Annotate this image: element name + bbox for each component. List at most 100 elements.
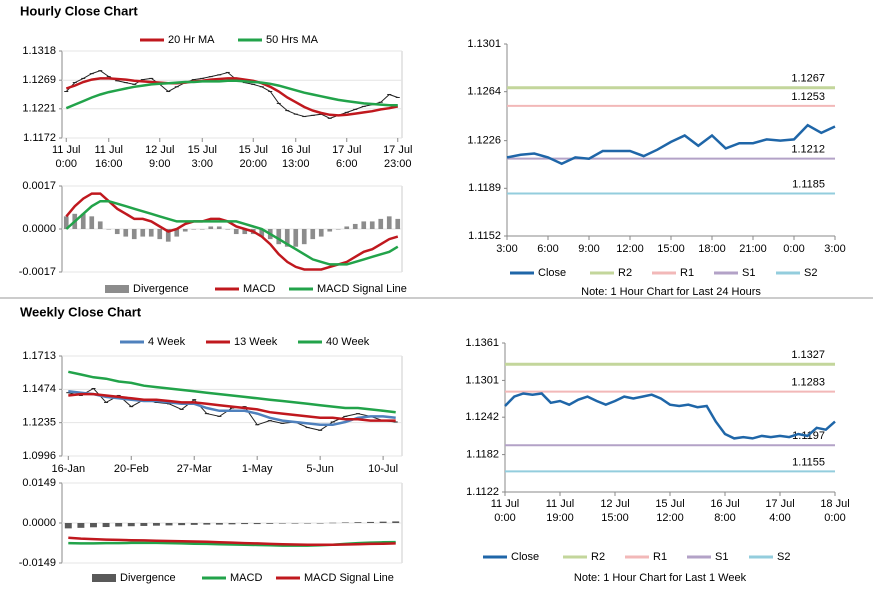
divergence-bar [318, 229, 324, 237]
x-tick-label: 9:00 [578, 243, 599, 255]
divergence-bar [178, 523, 186, 526]
y-tick-label: 1.1235 [22, 417, 56, 429]
divergence-bar [266, 523, 274, 524]
x-tick-label: 6:00 [537, 243, 558, 255]
divergence-bar [89, 216, 95, 229]
x-tick-label: 11 Jul [52, 144, 81, 156]
series-line [68, 390, 396, 427]
level-label: 1.1267 [791, 73, 825, 85]
section-heading: Weekly Close Chart [20, 304, 142, 319]
legend-label: Divergence [133, 283, 189, 295]
x-tick-label: 3:00 [496, 243, 517, 255]
divergence-bar [97, 221, 103, 229]
divergence-bar [304, 523, 312, 524]
divergence-bar [341, 522, 349, 523]
level-label: 1.1283 [791, 377, 825, 389]
divergence-bar [259, 229, 265, 237]
legend-label: MACD Signal Line [317, 283, 407, 295]
y-tick-label: 1.1301 [467, 38, 501, 50]
divergence-bar [276, 229, 282, 245]
legend-label: MACD [243, 283, 275, 295]
divergence-bar [191, 229, 197, 230]
series-line [68, 536, 396, 546]
divergence-bar [140, 229, 146, 237]
x-tick-label: 4:00 [769, 512, 790, 524]
x-tick-label: 11 Jul [94, 144, 123, 156]
y-tick-label: 0.0149 [22, 477, 56, 489]
x-tick-label: 20-Feb [114, 463, 149, 475]
legend-label: 13 Week [234, 336, 278, 348]
y-tick-label: -0.0149 [19, 557, 56, 569]
series-line [506, 123, 836, 166]
y-tick-label: 1.1301 [465, 374, 499, 386]
divergence-bar [152, 523, 160, 526]
y-tick-label: 1.1361 [465, 337, 499, 349]
x-tick-label: 5-Jun [306, 463, 334, 475]
divergence-bar [367, 521, 374, 523]
x-tick-label: 16 Jul [281, 144, 310, 156]
x-tick-label: 23:00 [384, 158, 412, 170]
series-line [68, 370, 396, 414]
x-tick-label: 20:00 [239, 158, 267, 170]
x-tick-label: 15 Jul [655, 498, 684, 510]
divergence-bar [316, 523, 324, 524]
x-tick-label: 12:00 [656, 512, 684, 524]
legend-label: MACD Signal Line [304, 572, 394, 584]
x-tick-label: 9:00 [149, 158, 170, 170]
x-tick-label: 21:00 [739, 243, 767, 255]
divergence-bar [174, 229, 180, 237]
x-tick-label: 8:00 [714, 512, 735, 524]
divergence-bar [148, 229, 154, 237]
divergence-bar [77, 523, 85, 528]
divergence-bar [228, 523, 236, 525]
legend-label: 40 Week [326, 336, 370, 348]
legend-label: 4 Week [148, 336, 186, 348]
divergence-bar [80, 213, 86, 229]
x-tick-label: 0:00 [824, 512, 845, 524]
x-tick-label: 3:00 [824, 243, 845, 255]
divergence-bar [63, 216, 69, 229]
divergence-bar [293, 229, 299, 247]
divergence-bar [215, 523, 223, 525]
divergence-bar [165, 523, 173, 526]
divergence-bar [115, 523, 123, 527]
section-heading: Hourly Close Chart [20, 3, 138, 18]
y-tick-label: 1.1172 [23, 132, 56, 144]
x-tick-label: 16:00 [95, 158, 123, 170]
divergence-bar [165, 229, 171, 242]
divergence-bar [379, 521, 387, 523]
series-line [65, 199, 399, 266]
divergence-bar [90, 523, 97, 528]
divergence-bar [369, 221, 375, 229]
divergence-bar [241, 523, 249, 525]
legend-label: 50 Hrs MA [266, 34, 319, 46]
divergence-bar [327, 229, 333, 232]
x-tick-label: 17 Jul [765, 498, 794, 510]
divergence-bar [208, 226, 214, 229]
x-tick-label: 0:00 [783, 243, 804, 255]
divergence-bar [335, 229, 341, 230]
divergence-bar [233, 229, 239, 235]
divergence-bar [301, 229, 307, 245]
y-tick-label: 0.0017 [22, 180, 56, 192]
legend-swatch [92, 574, 116, 582]
divergence-bar [284, 229, 290, 247]
legend-label: S1 [715, 551, 728, 563]
legend-label: 20 Hr MA [168, 34, 215, 46]
divergence-bar [361, 221, 367, 229]
divergence-bar [242, 229, 248, 235]
y-tick-label: 1.1189 [468, 182, 501, 194]
level-label: 1.1185 [792, 178, 825, 190]
legend-label: R1 [653, 551, 667, 563]
divergence-bar [395, 218, 401, 229]
y-tick-label: 1.1242 [465, 411, 499, 423]
legend-label: R2 [618, 267, 632, 279]
legend-label: S2 [777, 551, 790, 563]
y-tick-label: -0.0017 [19, 266, 56, 278]
x-tick-label: 10-Jul [368, 463, 398, 475]
x-tick-label: 15:00 [601, 512, 629, 524]
legend-label: S1 [742, 267, 755, 279]
divergence-bar [114, 229, 120, 235]
y-tick-label: 0.0000 [22, 517, 56, 529]
